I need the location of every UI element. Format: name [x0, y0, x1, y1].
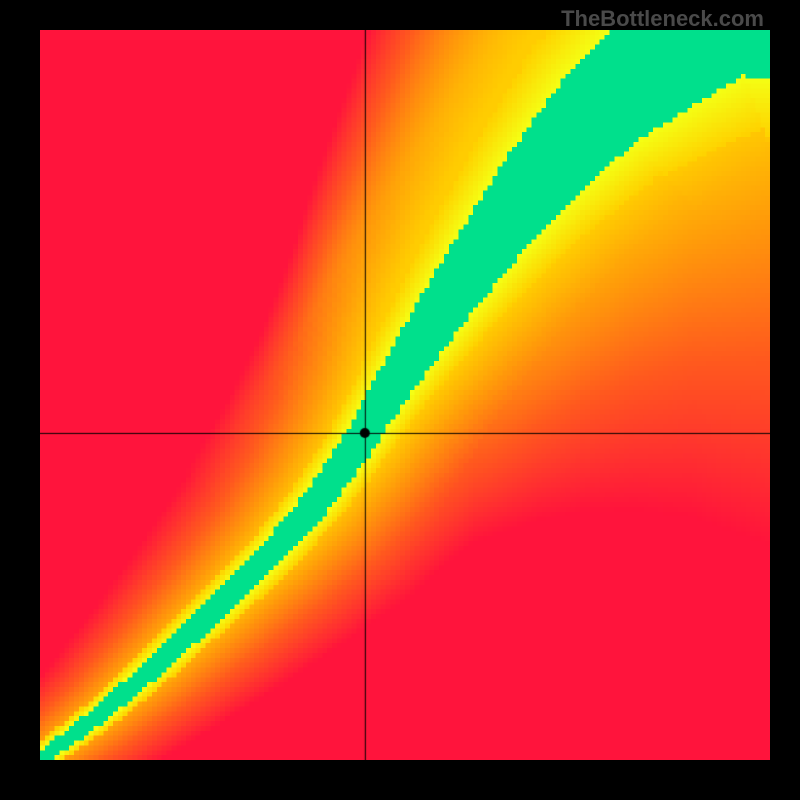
watermark-text: TheBottleneck.com: [561, 6, 764, 32]
crosshair-overlay: [40, 30, 770, 760]
